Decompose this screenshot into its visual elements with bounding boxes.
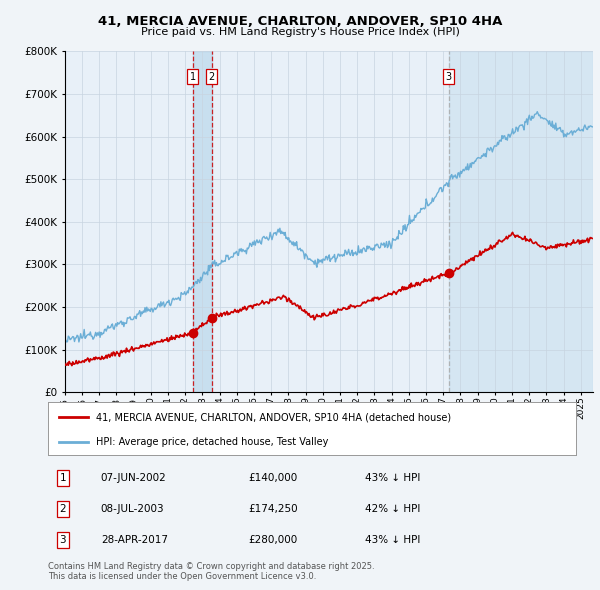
- Text: 28-APR-2017: 28-APR-2017: [101, 535, 168, 545]
- Text: Price paid vs. HM Land Registry's House Price Index (HPI): Price paid vs. HM Land Registry's House …: [140, 27, 460, 37]
- Text: 3: 3: [446, 72, 452, 82]
- Text: 41, MERCIA AVENUE, CHARLTON, ANDOVER, SP10 4HA (detached house): 41, MERCIA AVENUE, CHARLTON, ANDOVER, SP…: [95, 412, 451, 422]
- Text: £174,250: £174,250: [248, 504, 298, 514]
- Text: 43% ↓ HPI: 43% ↓ HPI: [365, 473, 420, 483]
- Text: 42% ↓ HPI: 42% ↓ HPI: [365, 504, 420, 514]
- Text: 1: 1: [59, 473, 66, 483]
- Text: 43% ↓ HPI: 43% ↓ HPI: [365, 535, 420, 545]
- Text: £280,000: £280,000: [248, 535, 298, 545]
- Text: 08-JUL-2003: 08-JUL-2003: [101, 504, 164, 514]
- Text: 2: 2: [209, 72, 215, 82]
- Text: HPI: Average price, detached house, Test Valley: HPI: Average price, detached house, Test…: [95, 437, 328, 447]
- Text: 3: 3: [59, 535, 66, 545]
- Text: 41, MERCIA AVENUE, CHARLTON, ANDOVER, SP10 4HA: 41, MERCIA AVENUE, CHARLTON, ANDOVER, SP…: [98, 15, 502, 28]
- Text: 1: 1: [190, 72, 196, 82]
- Text: 2: 2: [59, 504, 66, 514]
- Text: Contains HM Land Registry data © Crown copyright and database right 2025.
This d: Contains HM Land Registry data © Crown c…: [48, 562, 374, 581]
- Bar: [193, 51, 212, 392]
- Text: £140,000: £140,000: [248, 473, 298, 483]
- Bar: [449, 51, 593, 392]
- Text: 07-JUN-2002: 07-JUN-2002: [101, 473, 167, 483]
